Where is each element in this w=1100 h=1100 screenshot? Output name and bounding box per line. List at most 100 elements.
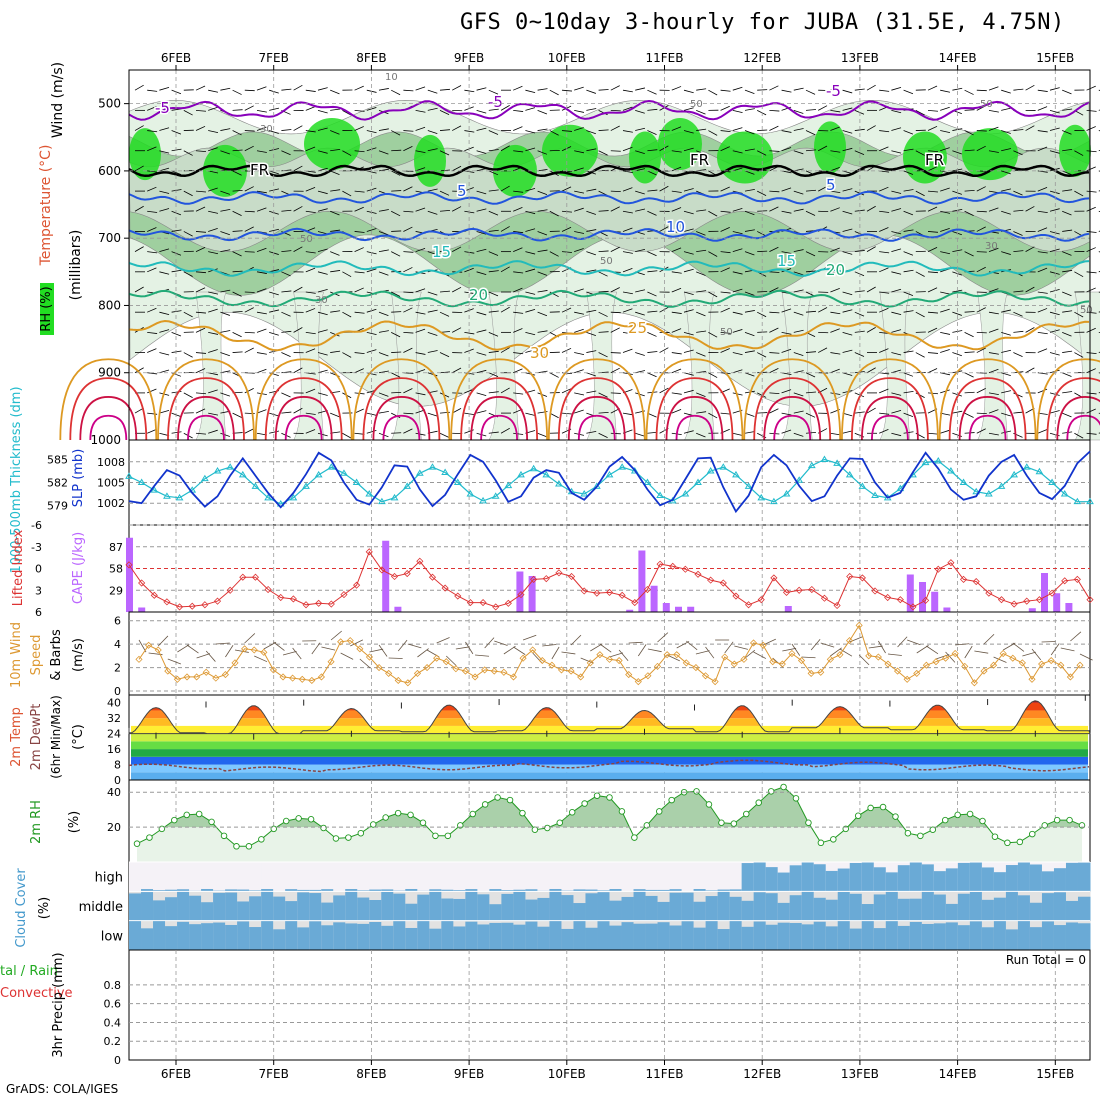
cloud-cell (129, 920, 142, 950)
wind-barb (927, 271, 938, 274)
wind-barb (696, 330, 707, 333)
thickness-marker (1060, 490, 1069, 497)
wind-barb (256, 126, 267, 131)
temp-arch (577, 414, 616, 441)
wind-barb (586, 430, 597, 434)
wind-barb (415, 207, 426, 212)
wind-barb (330, 148, 341, 152)
cloud-cell (609, 925, 623, 950)
wind-barb (586, 130, 596, 135)
wind-barb (769, 150, 780, 152)
li-marker (340, 591, 348, 599)
wind-barb (952, 311, 962, 316)
wind-barb (945, 651, 956, 663)
wind-barb (220, 208, 231, 212)
wind-barb (671, 328, 682, 333)
wind-barb (622, 268, 633, 273)
wind-barb (403, 226, 413, 232)
temp-arch (968, 414, 1007, 441)
cloud-cell (837, 891, 851, 921)
wind-barb (542, 644, 557, 647)
wind-barb (525, 291, 536, 295)
cloud-cell (549, 920, 562, 950)
wind-barb (1086, 231, 1097, 233)
wind-barb (427, 331, 438, 336)
wind-barb (147, 130, 158, 133)
wind-barb (708, 291, 718, 298)
wind-barb (195, 247, 206, 252)
wind-barb (964, 109, 975, 111)
temp-arch (1046, 377, 1100, 441)
wind-speed-marker (817, 668, 825, 676)
wind-barb (647, 108, 658, 111)
temp-arch (187, 414, 225, 441)
minmax-label: (6hr Min/Max) (49, 695, 63, 779)
wind-speed-marker (490, 667, 498, 675)
wind-barb (879, 291, 890, 294)
wind-barb (500, 185, 510, 192)
dewpoint-line (128, 759, 1090, 773)
wind-barb (927, 368, 938, 374)
thickness-marker (555, 480, 563, 487)
wind-barb (903, 170, 914, 175)
rh-contour-label: 50 (980, 99, 993, 110)
wind-barb (671, 150, 682, 153)
wind-barb (635, 190, 645, 195)
rh-marker (979, 817, 986, 825)
li-marker (997, 596, 1006, 604)
cloud-empty-cell (513, 862, 526, 892)
wind-barb (183, 271, 193, 277)
cloud-empty-cell (477, 862, 490, 892)
wind-barb (647, 291, 657, 297)
wind-barb (1062, 229, 1073, 232)
rh-marker (345, 834, 352, 841)
wind-barb (647, 89, 657, 95)
temp-arch (177, 396, 235, 441)
rh-legend-swatch (40, 283, 54, 335)
cloud-cell (1005, 891, 1019, 921)
wind-barb (305, 348, 316, 353)
li-marker (264, 585, 272, 594)
cloud-cell (441, 898, 454, 921)
wind-barb (525, 89, 536, 93)
wind-barb (220, 311, 230, 316)
wind-barb (317, 127, 328, 131)
wind-barb (1079, 653, 1093, 661)
rh-tick-label: 40 (107, 786, 121, 799)
cloud-empty-cell (189, 862, 202, 892)
li-marker (871, 587, 879, 595)
temp-arch (743, 358, 842, 441)
thickness-marker (618, 463, 627, 470)
cloud-cell (945, 903, 959, 921)
cloud-cell (321, 902, 334, 921)
cloud-cell (657, 889, 671, 892)
wind-barb (903, 310, 914, 313)
cloud-cell (285, 920, 298, 950)
cloud-cell (1041, 921, 1055, 950)
li-marker (656, 560, 664, 568)
wind-barb (537, 150, 548, 155)
wind-barb (1037, 89, 1048, 92)
cloud-cell (225, 889, 238, 892)
wind-barb (647, 251, 657, 257)
li-marker (782, 588, 791, 596)
wind-barb (171, 331, 182, 337)
wind-barb (1086, 408, 1096, 414)
wind-speed-marker (279, 673, 287, 681)
cloud-cell (825, 926, 839, 950)
wind-barb (879, 251, 890, 254)
wind-barb (391, 311, 402, 313)
wind-speed-marker (135, 655, 143, 663)
wind-barb (618, 649, 629, 661)
wind-barb (244, 633, 256, 644)
wind-barb (208, 210, 219, 214)
wind-barb (525, 349, 536, 353)
wind-barb (647, 431, 658, 434)
cape-bar (126, 537, 133, 612)
wind-barb (159, 369, 170, 374)
cloud-cell (801, 924, 815, 950)
wind-barb (147, 331, 158, 334)
wind-barb (1001, 412, 1011, 417)
wind-barb (891, 87, 902, 91)
wind-barb (378, 311, 389, 316)
